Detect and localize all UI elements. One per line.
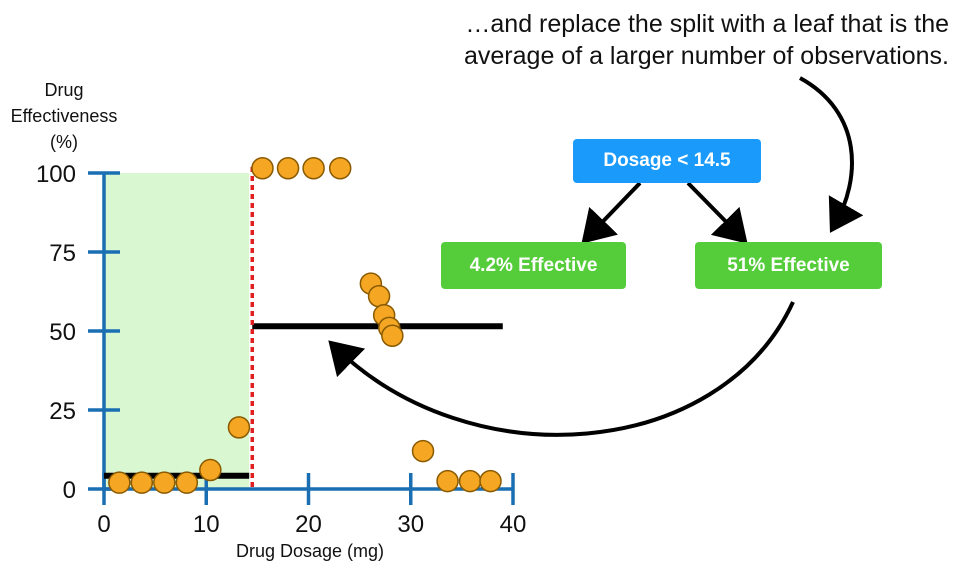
data-point: [276, 157, 300, 180]
x-tick-label: 20: [295, 511, 322, 538]
annotation-line-1: …and replace the split with a leaf that …: [465, 10, 949, 38]
data-point: [130, 471, 154, 494]
data-point: [367, 284, 391, 308]
x-tick-label: 10: [193, 511, 220, 538]
shaded-region: [104, 173, 250, 489]
x-axis-title: Drug Dosage (mg): [236, 541, 384, 561]
x-tick-label: 40: [500, 511, 527, 538]
data-point: [251, 157, 274, 180]
y-tick-label: 25: [49, 398, 76, 425]
y-tick-label: 75: [49, 240, 76, 267]
data-point: [479, 469, 502, 493]
leaf-to-chart-arrow: [328, 301, 795, 437]
data-point: [381, 324, 404, 347]
y-tick-label: 0: [63, 477, 76, 504]
data-point: [328, 157, 352, 180]
data-point: [436, 469, 459, 493]
annotation-arrow: [799, 76, 864, 233]
y-tick-label: 100: [36, 161, 76, 188]
annotation-line-2: average of a larger number of observatio…: [464, 42, 949, 70]
data-point: [302, 157, 325, 180]
data-point: [458, 469, 482, 493]
tree-root-node: Dosage < 14.5: [573, 139, 761, 183]
tree-arrow-left: [581, 181, 642, 244]
y-axis-title-line-3: (%): [50, 132, 78, 152]
x-tick-label: 30: [397, 511, 424, 538]
tree-left-leaf: 4.2% Effective: [441, 242, 626, 289]
tree-arrow-right: [686, 181, 748, 244]
data-point: [411, 439, 435, 463]
y-axis-title-line-2: Effectiveness: [10, 106, 118, 126]
data-point: [199, 458, 222, 482]
x-tick-label: 0: [97, 511, 110, 538]
y-tick-label: 50: [49, 319, 76, 346]
tree-right-leaf: 51% Effective: [695, 242, 882, 289]
data-point: [227, 416, 251, 439]
data-point: [153, 471, 176, 494]
data-point: [108, 471, 131, 494]
data-point: [175, 471, 199, 494]
y-axis-title-line-1: Drug: [44, 80, 84, 100]
